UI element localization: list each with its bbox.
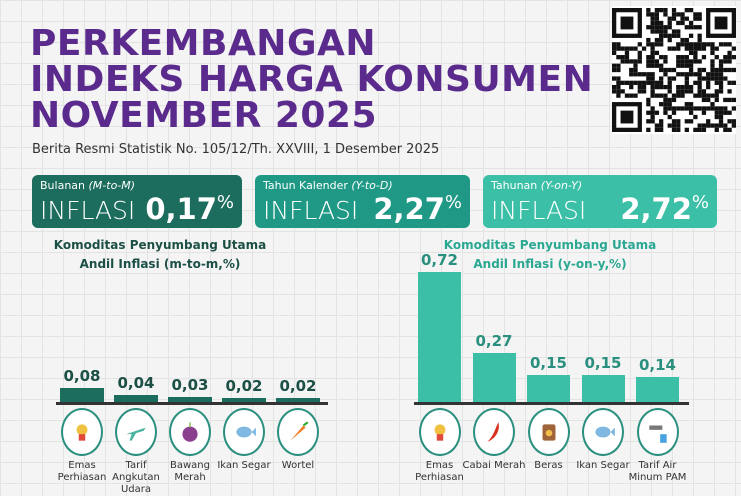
bar-value-label: 0,27 <box>475 332 513 351</box>
airplane-icon <box>115 408 157 456</box>
category-label: Bawang Merah <box>170 460 210 483</box>
bar <box>168 396 212 402</box>
bar <box>114 394 158 402</box>
category-label: Emas Perhiasan <box>57 460 107 483</box>
bar <box>581 375 625 402</box>
bar-value-label: 0,15 <box>584 354 622 372</box>
chart-title: Komoditas Penyumbang Utama Andil Inflasi … <box>40 236 280 274</box>
bar-value-label: 0,14 <box>638 355 676 374</box>
bar <box>472 353 516 402</box>
card-label: INFLASI <box>263 196 359 225</box>
category-label: Wortel <box>281 460 315 471</box>
chili-icon <box>473 408 515 456</box>
inflation-card: Tahunan (Y-on-Y) INFLASI 2,72% <box>483 175 717 228</box>
rice-icon <box>527 408 570 456</box>
bar <box>418 272 461 402</box>
bar <box>527 375 570 402</box>
category-label: Ikan Segar <box>217 460 271 471</box>
inflation-card: Bulanan (M-to-M) INFLASI 0,17% <box>32 175 242 228</box>
title-line: NOVEMBER 2025 <box>30 95 378 136</box>
bar-value-label: 0,02 <box>225 377 263 396</box>
bar-value-label: 0,08 <box>63 366 101 385</box>
card-value: 2,72% <box>620 192 709 226</box>
bar-value-label: 0,72 <box>420 251 458 270</box>
bar-value-label: 0,15 <box>529 354 567 372</box>
fish-icon <box>223 408 265 456</box>
chart-baseline <box>414 402 689 405</box>
bar <box>276 398 320 402</box>
card-period: Tahunan (Y-on-Y) <box>491 179 583 192</box>
chart-title-line: Komoditas Penyumbang Utama <box>53 238 267 252</box>
card-value: 0,17% <box>145 192 234 226</box>
subtitle: Berita Resmi Statistik No. 105/12/Th. XX… <box>32 142 440 157</box>
title-line: PERKEMBANGAN <box>30 23 376 64</box>
bar-value-label: 0,02 <box>279 377 317 396</box>
card-period: Bulanan (M-to-M) <box>40 179 136 192</box>
card-period: Tahun Kalender (Y-to-D) <box>263 179 393 192</box>
jewelry-icon <box>61 408 103 456</box>
chart-baseline <box>56 402 328 405</box>
category-label: Tarif Air Minum PAM <box>628 460 687 483</box>
onion-icon <box>169 408 211 456</box>
bar <box>636 376 679 402</box>
bar <box>222 398 266 402</box>
water-tap-icon <box>636 408 679 456</box>
card-label: INFLASI <box>491 196 587 225</box>
chart-title: Komoditas Penyumbang Utama Andil Inflasi … <box>430 236 670 274</box>
bar-value-label: 0,04 <box>117 373 155 392</box>
category-label: Cabai Merah <box>462 460 526 471</box>
category-label: Ikan Segar <box>576 460 630 471</box>
carrot-icon <box>277 408 319 456</box>
page-title: PERKEMBANGAN INDEKS HARGA KONSUMEN NOVEM… <box>30 26 593 134</box>
category-label: Beras <box>534 460 563 471</box>
chart-title-line: Komoditas Penyumbang Utama <box>443 238 657 252</box>
card-label: INFLASI <box>40 196 136 225</box>
chart-subtitle: Andil Inflasi (y-on-y,%) <box>473 257 627 271</box>
bar <box>60 387 104 402</box>
inflation-card: Tahun Kalender (Y-to-D) INFLASI 2,27% <box>255 175 470 228</box>
card-value: 2,27% <box>373 192 462 226</box>
bar-value-label: 0,03 <box>171 375 209 394</box>
qr-code[interactable] <box>612 6 736 134</box>
jewelry-icon <box>418 408 461 456</box>
fish-icon <box>582 408 624 456</box>
chart-subtitle: Andil Inflasi (m-to-m,%) <box>79 257 241 271</box>
title-line: INDEKS HARGA KONSUMEN <box>30 59 594 100</box>
category-label: Emas Perhiasan <box>415 460 464 483</box>
